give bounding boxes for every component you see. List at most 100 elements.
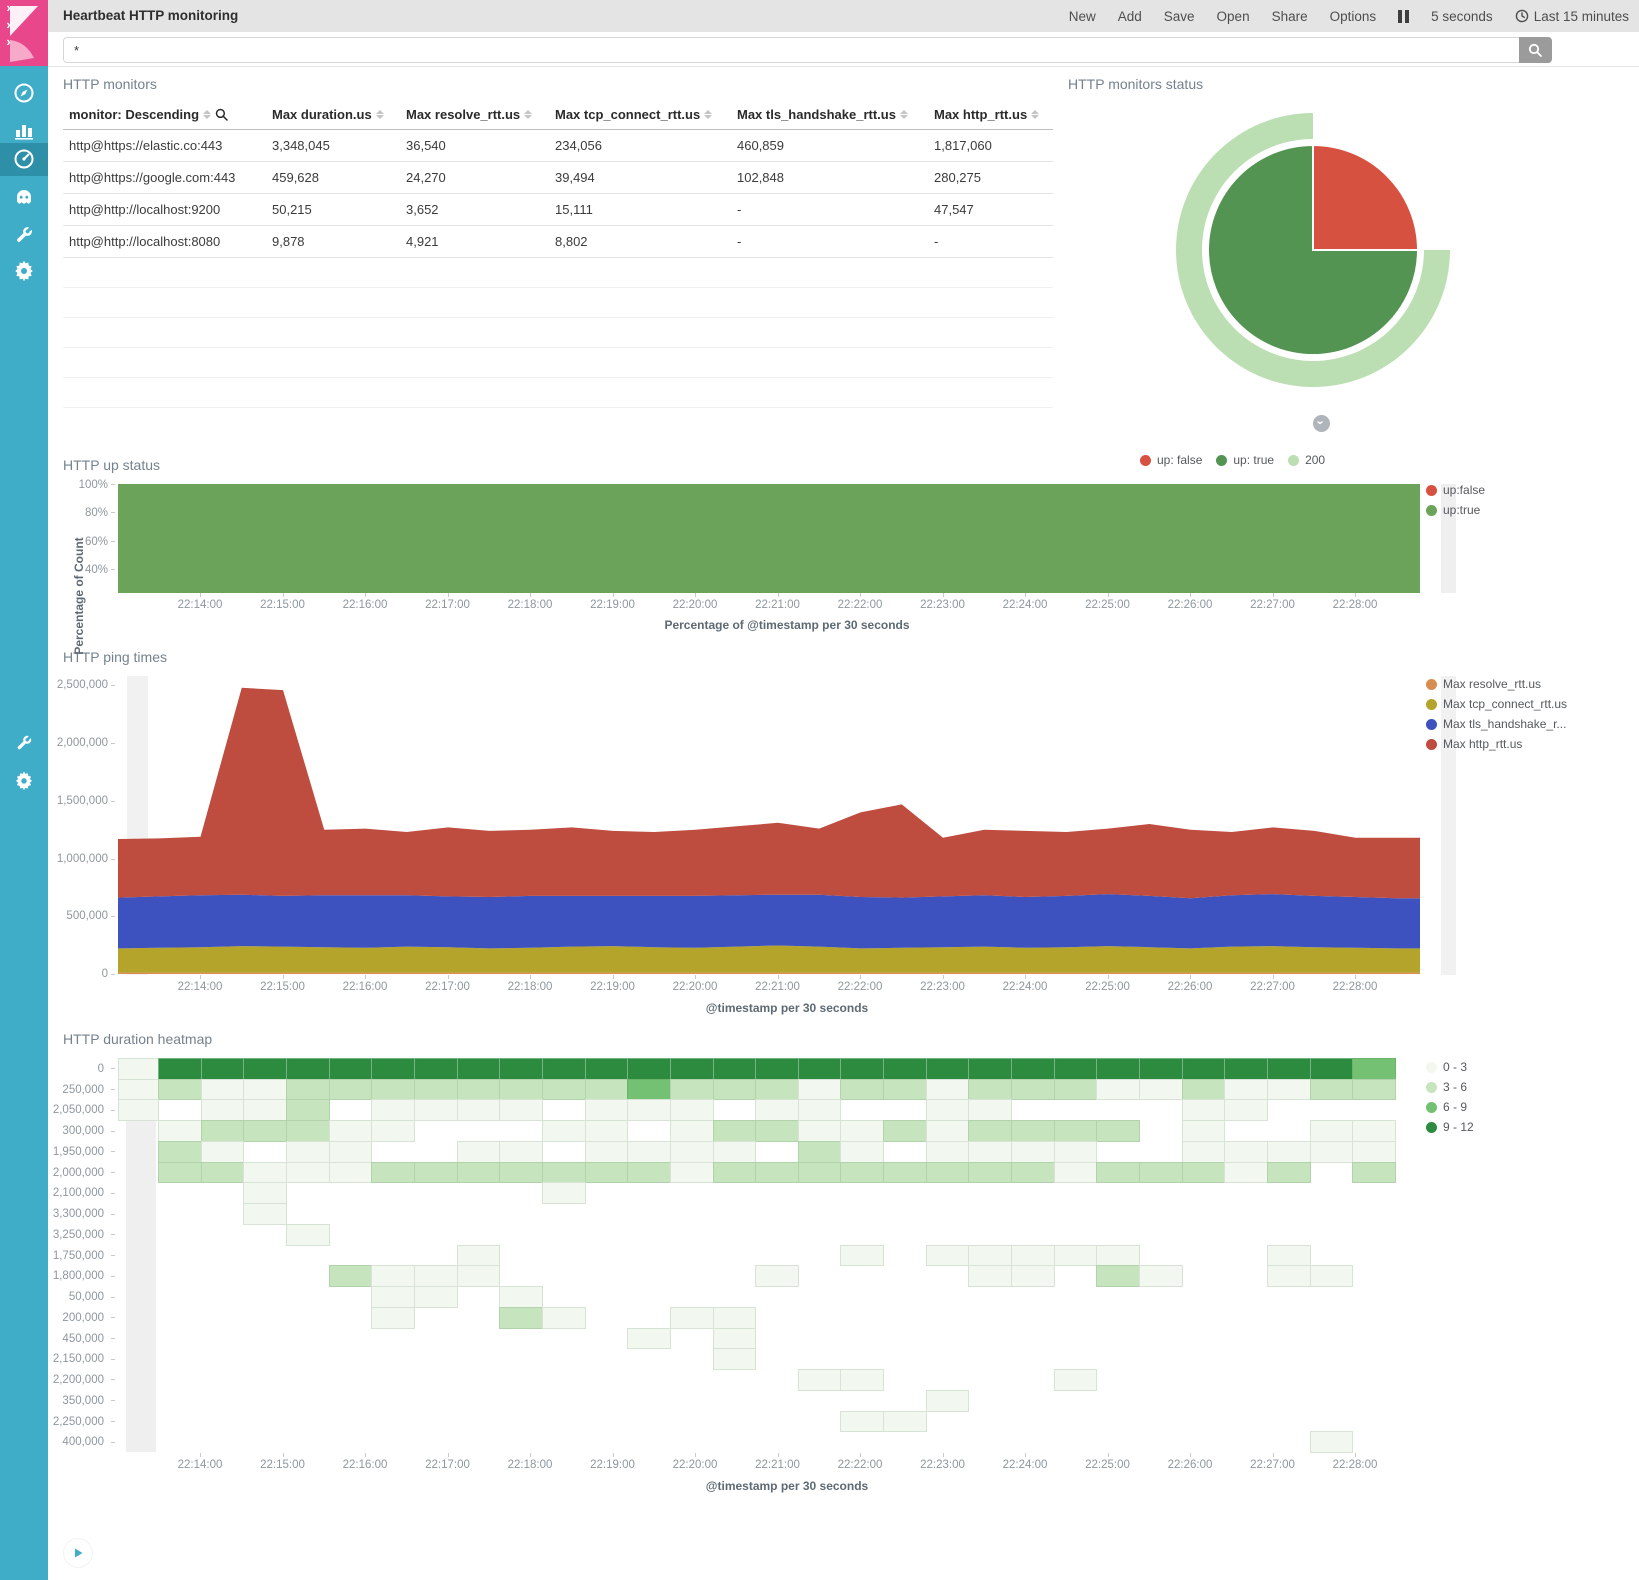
heatmap-cell[interactable]: [797, 1120, 842, 1142]
sidebar-item-visualize[interactable]: [0, 119, 48, 141]
heatmap-cell[interactable]: [669, 1099, 714, 1122]
heatmap-cell[interactable]: [1352, 1161, 1396, 1184]
heatmap-cell[interactable]: [1309, 1120, 1354, 1142]
heatmap-cell[interactable]: [797, 1058, 842, 1080]
heatmap-legend-item[interactable]: 3 - 6: [1426, 1080, 1474, 1094]
heatmap-cell[interactable]: [925, 1140, 970, 1163]
heatmap-cell[interactable]: [840, 1120, 885, 1142]
heatmap-cell[interactable]: [499, 1099, 543, 1122]
heatmap-cell[interactable]: [1181, 1078, 1226, 1101]
heatmap-cell[interactable]: [883, 1161, 927, 1184]
heatmap-cell[interactable]: [755, 1078, 799, 1101]
heatmap-cell[interactable]: [669, 1058, 714, 1080]
heatmap-cell[interactable]: [541, 1182, 586, 1205]
heatmap-cell[interactable]: [968, 1140, 1013, 1163]
sidebar-item-dashboard[interactable]: [0, 148, 48, 170]
heatmap-cell[interactable]: [1181, 1058, 1226, 1080]
heatmap-cell[interactable]: [285, 1161, 330, 1184]
heatmap-cell[interactable]: [1011, 1161, 1055, 1184]
heatmap-cell[interactable]: [371, 1078, 415, 1101]
heatmap-cell[interactable]: [243, 1058, 287, 1080]
heatmap-cell[interactable]: [1352, 1120, 1396, 1142]
heatmap-cell[interactable]: [925, 1099, 970, 1122]
heatmap-cell[interactable]: [712, 1140, 757, 1163]
heatmap-cell[interactable]: [1181, 1120, 1226, 1142]
sidebar-item-devtools[interactable]: [0, 224, 48, 246]
monitors-status-pie[interactable]: [1060, 70, 1639, 455]
search-button[interactable]: [1519, 37, 1552, 63]
heatmap-cell[interactable]: [541, 1058, 586, 1080]
heatmap-cell[interactable]: [1267, 1265, 1311, 1288]
heatmap-cell[interactable]: [118, 1078, 159, 1101]
heatmap-cell[interactable]: [200, 1078, 245, 1101]
heatmap-cell[interactable]: [328, 1265, 373, 1288]
ping-times-plot[interactable]: [115, 676, 1456, 975]
heatmap-cell[interactable]: [200, 1161, 245, 1184]
heatmap-cell[interactable]: [840, 1369, 885, 1391]
heatmap-cell[interactable]: [1053, 1161, 1098, 1184]
heatmap-cell[interactable]: [840, 1244, 885, 1267]
heatmap-cell[interactable]: [669, 1140, 714, 1163]
heatmap-cell[interactable]: [840, 1410, 885, 1433]
heatmap-cell[interactable]: [1267, 1058, 1311, 1080]
heatmap-cell[interactable]: [499, 1306, 543, 1329]
nav-item-save[interactable]: Save: [1163, 8, 1195, 24]
heatmap-cell[interactable]: [371, 1265, 415, 1288]
heatmap-cell[interactable]: [413, 1286, 458, 1308]
heatmap-cell[interactable]: [1352, 1078, 1396, 1101]
heatmap-cell[interactable]: [968, 1244, 1013, 1267]
heatmap-cell[interactable]: [669, 1078, 714, 1101]
heatmap-cell[interactable]: [840, 1058, 885, 1080]
heatmap-cell[interactable]: [1224, 1078, 1269, 1101]
query-input[interactable]: [63, 37, 1529, 63]
nav-item-share[interactable]: Share: [1271, 8, 1308, 24]
heatmap-cell[interactable]: [1096, 1078, 1141, 1101]
heatmap-cell[interactable]: [1267, 1078, 1311, 1101]
heatmap-cell[interactable]: [883, 1078, 927, 1101]
heatmap-cell[interactable]: [499, 1286, 543, 1308]
heatmap-cell[interactable]: [200, 1099, 245, 1122]
heatmap-cell[interactable]: [1053, 1140, 1098, 1163]
heatmap-cell[interactable]: [285, 1120, 330, 1142]
heatmap-cell[interactable]: [627, 1327, 671, 1350]
heatmap-cell[interactable]: [456, 1244, 501, 1267]
heatmap-cell[interactable]: [968, 1099, 1013, 1122]
heatmap-cell[interactable]: [1139, 1161, 1183, 1184]
sidebar-item-timelion[interactable]: [0, 188, 48, 210]
heatmap-cell[interactable]: [1309, 1058, 1354, 1080]
heatmap-cell[interactable]: [158, 1140, 202, 1163]
heatmap-cell[interactable]: [1053, 1244, 1098, 1267]
heatmap-cell[interactable]: [158, 1161, 202, 1184]
heatmap-cell[interactable]: [712, 1327, 757, 1350]
heatmap-cell[interactable]: [1267, 1244, 1311, 1267]
heatmap-cell[interactable]: [456, 1099, 501, 1122]
heatmap-cell[interactable]: [328, 1120, 373, 1142]
ping-legend-item[interactable]: Max tls_handshake_r...: [1426, 717, 1567, 731]
heatmap-cell[interactable]: [669, 1120, 714, 1142]
refresh-interval[interactable]: 5 seconds: [1431, 8, 1493, 24]
heatmap-cell[interactable]: [669, 1161, 714, 1184]
heatmap-cell[interactable]: [541, 1161, 586, 1184]
heatmap-cell[interactable]: [1309, 1078, 1354, 1101]
heatmap-cell[interactable]: [1011, 1244, 1055, 1267]
heatmap-cell[interactable]: [541, 1306, 586, 1329]
kibana-logo[interactable]: [0, 0, 48, 66]
heatmap-cell[interactable]: [1139, 1078, 1183, 1101]
heatmap-cell[interactable]: [328, 1078, 373, 1101]
ping-legend-item[interactable]: Max http_rtt.us: [1426, 737, 1567, 751]
heatmap-cell[interactable]: [883, 1058, 927, 1080]
heatmap-cell[interactable]: [541, 1078, 586, 1101]
heatmap-cell[interactable]: [413, 1078, 458, 1101]
heatmap-cell[interactable]: [328, 1161, 373, 1184]
heatmap-cell[interactable]: [797, 1078, 842, 1101]
heatmap-cell[interactable]: [627, 1161, 671, 1184]
heatmap-cell[interactable]: [883, 1410, 927, 1433]
time-range[interactable]: Last 15 minutes: [1515, 9, 1629, 24]
heatmap-cell[interactable]: [968, 1265, 1013, 1288]
heatmap-cell[interactable]: [1224, 1140, 1269, 1163]
heatmap-cell[interactable]: [118, 1058, 159, 1080]
column-search-icon[interactable]: [215, 108, 228, 121]
heatmap-cell[interactable]: [200, 1058, 245, 1080]
heatmap-cell[interactable]: [1096, 1265, 1141, 1288]
heatmap-cell[interactable]: [584, 1120, 629, 1142]
